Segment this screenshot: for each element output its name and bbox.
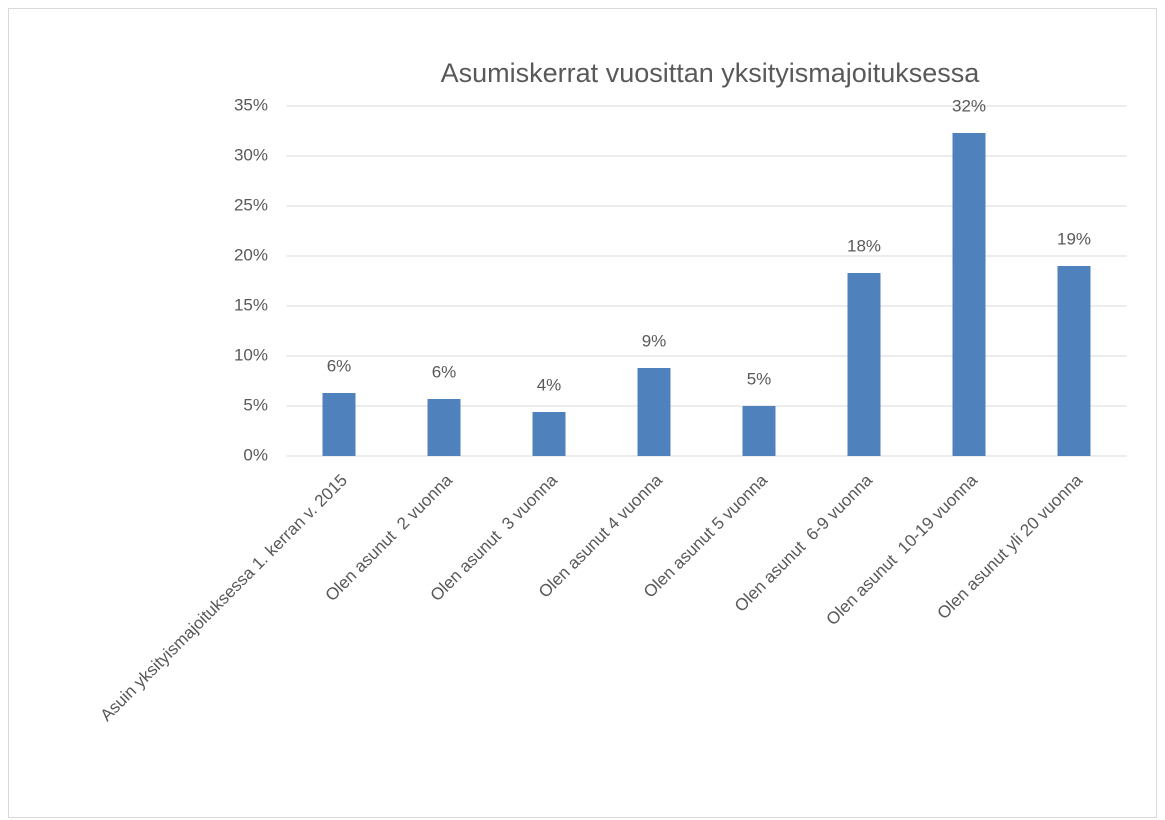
value-label: 6% [327,356,352,375]
y-tick-label: 10% [234,345,268,364]
value-label: 32% [952,96,986,115]
value-label: 9% [642,331,667,350]
y-tick-label: 15% [234,295,268,314]
bar [742,406,776,456]
value-label: 18% [847,236,881,255]
bar [532,412,566,456]
value-label: 4% [537,375,562,394]
value-label: 19% [1057,229,1091,248]
y-tick-label: 30% [234,145,268,164]
value-label: 6% [432,362,457,381]
y-tick-label: 25% [234,195,268,214]
bar [1057,266,1091,456]
y-tick-label: 20% [234,245,268,264]
y-tick-label: 0% [243,445,268,464]
bar [847,273,881,456]
bar [637,368,671,456]
bar [952,133,986,456]
y-tick-label: 5% [243,395,268,414]
bar [427,399,461,456]
y-tick-label: 35% [234,95,268,114]
value-label: 5% [747,369,772,388]
bar [322,393,356,456]
chart-title: Asumiskerrat vuosittan yksityismajoituks… [441,58,981,88]
